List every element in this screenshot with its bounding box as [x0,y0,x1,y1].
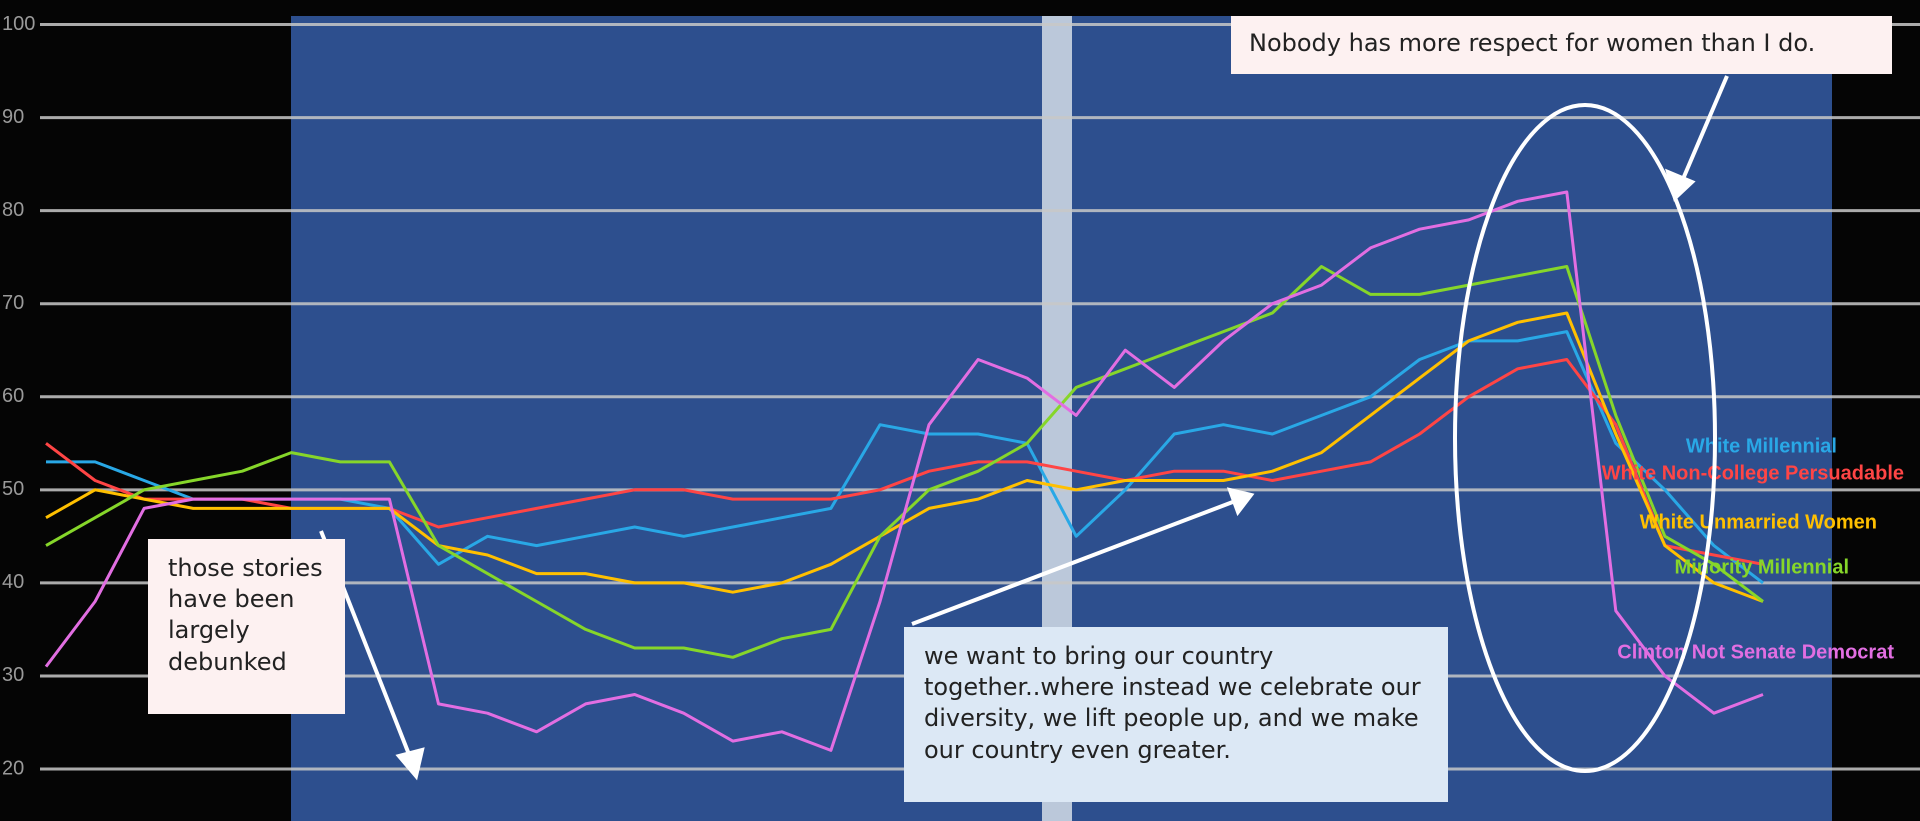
lines [44,190,1764,752]
y-tick-label: 30 [2,664,24,686]
y-tick-label: 50 [2,478,24,500]
y-tick-label: 80 [2,199,24,221]
legend-label: White Unmarried Women [1640,511,1877,533]
y-tick-label: 90 [2,106,24,128]
y-tick-label: 20 [2,757,24,779]
arrow-head [1665,168,1696,202]
arrow [911,498,1239,626]
arrow-head [1226,487,1255,517]
highlight-ellipse [1453,103,1717,773]
arrow [1678,75,1729,187]
y-tick-label: 100 [2,13,35,35]
series-line [44,190,1764,752]
annotation: we want to bring our country together..w… [904,627,1448,802]
series-line [45,311,1764,603]
legend-label: Clinton Not Senate Democrat [1617,641,1894,663]
arrows [319,75,1729,781]
legend-label: White Millennial [1686,435,1837,457]
y-tick-label: 60 [2,385,24,407]
grid: 20 30 40 50 60 70 80 90 100 [2,13,1920,779]
legend-label: White Non-College Persuadable [1602,462,1904,484]
annotation: those stories have been largely debunked [148,539,345,714]
arrow-head [395,747,425,781]
annotation: Nobody has more respect for women than I… [1231,16,1892,74]
y-tick-label: 70 [2,292,24,314]
legend-label: Minority Millennial [1675,556,1849,578]
y-tick-label: 40 [2,571,24,593]
